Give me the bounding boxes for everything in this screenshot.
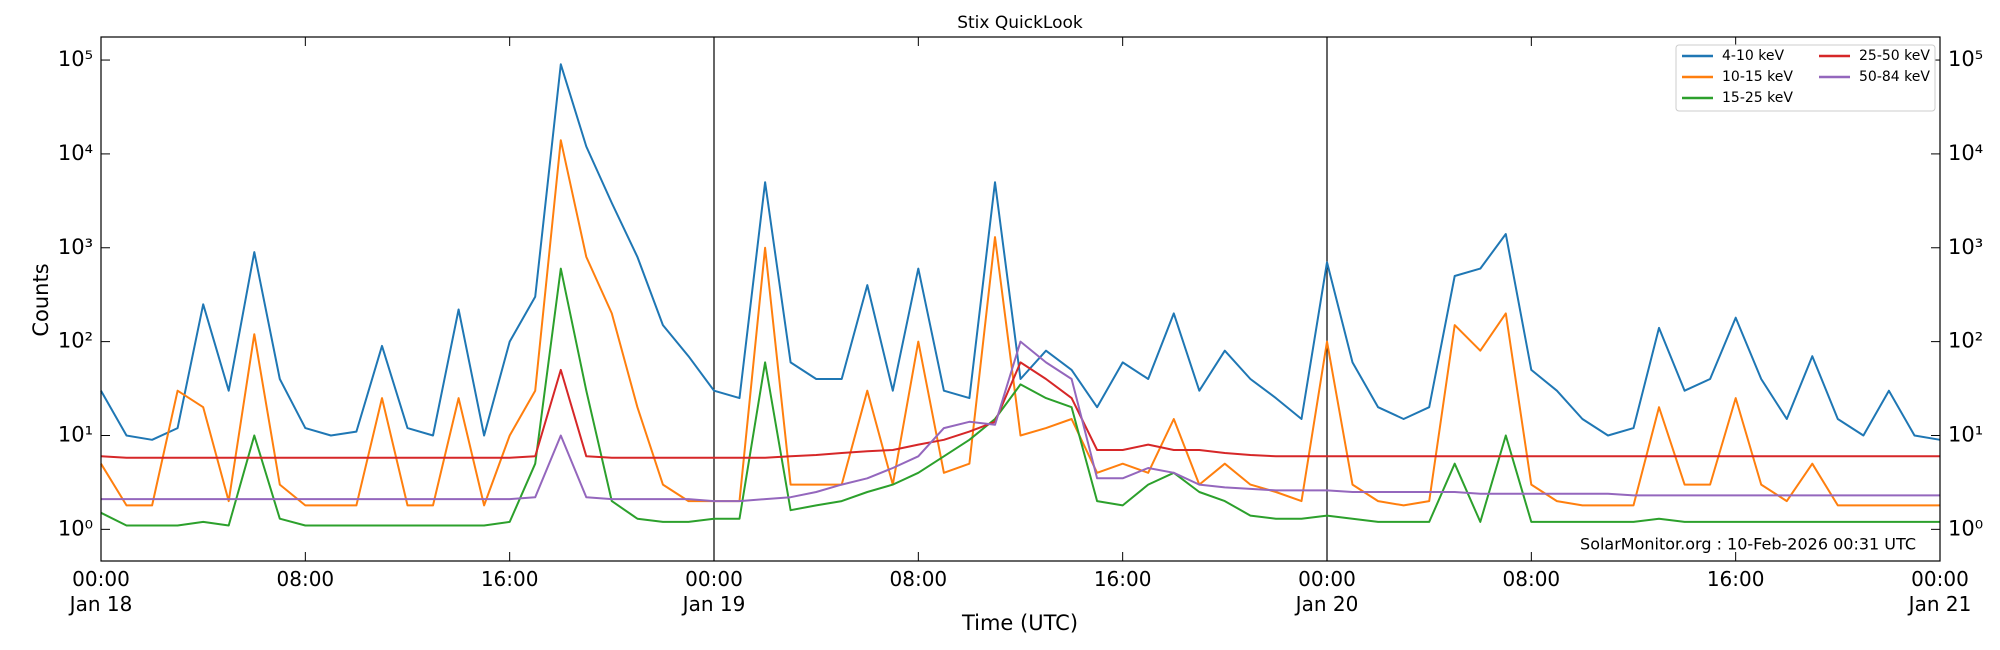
x-tick-label: 16:00 <box>1093 567 1152 591</box>
plot-frame <box>100 36 1941 562</box>
x-tick-label: 08:00 <box>1502 567 1561 591</box>
y-tick-label: 10⁰ <box>58 516 93 540</box>
x-tick-label: 16:00 <box>1706 567 1765 591</box>
legend-label: 4-10 keV <box>1722 48 1784 64</box>
y-tick-label: 10¹ <box>58 422 93 446</box>
y-tick-label: 10² <box>1948 329 1983 353</box>
x-tick-label: 00:00 Jan 18 <box>69 567 133 616</box>
annotation: SolarMonitor.org : 10-Feb-2026 00:31 UTC <box>1580 535 1916 554</box>
series-line <box>100 361 1940 459</box>
y-tick-label: 10¹ <box>1948 422 1983 446</box>
y-tick-label: 10⁰ <box>1948 516 1983 540</box>
y-tick-label: 10⁴ <box>1948 141 1983 165</box>
legend-box <box>1675 44 1936 112</box>
series-line <box>100 139 1940 507</box>
legend-label: 15-25 keV <box>1722 90 1793 106</box>
x-tick-label: 00:00 Jan 20 <box>1295 567 1359 616</box>
x-tick-label: 00:00 Jan 21 <box>1908 567 1972 616</box>
x-axis-label: Time (UTC) <box>961 611 1078 635</box>
y-axis-label: Counts <box>29 263 53 336</box>
chart-title: Stix QuickLook <box>957 13 1083 33</box>
x-tick-label: 16:00 <box>480 567 539 591</box>
y-tick-label: 10³ <box>1948 235 1983 259</box>
x-tick-label: 08:00 <box>889 567 948 591</box>
y-tick-label: 10⁵ <box>1948 47 1983 71</box>
legend-label: 25-50 keV <box>1859 48 1930 64</box>
y-tick-label: 10³ <box>58 235 93 259</box>
series-line <box>100 267 1940 527</box>
y-tick-label: 10² <box>58 329 93 353</box>
x-tick-label: 00:00 Jan 19 <box>682 567 746 616</box>
series-line <box>101 340 1940 503</box>
series-line <box>100 63 1941 441</box>
y-tick-label: 10⁴ <box>58 141 93 165</box>
x-tick-label: 08:00 <box>276 567 335 591</box>
legend-label: 10-15 keV <box>1722 69 1793 85</box>
y-tick-label: 10⁵ <box>58 47 93 71</box>
legend-label: 50-84 keV <box>1859 69 1930 85</box>
